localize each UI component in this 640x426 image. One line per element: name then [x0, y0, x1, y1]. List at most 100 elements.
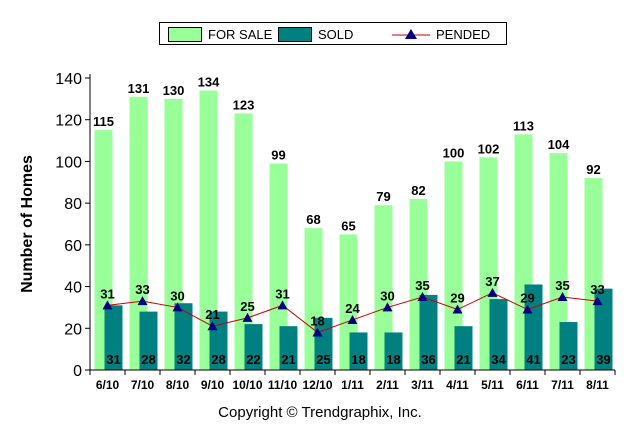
axes: 6/10 7/10 8/10 9/10 10/10 11/10 12/10 1/11 2/11 3…: [55, 71, 616, 392]
pended-value-label: 21: [205, 307, 219, 322]
x-tick-label: 6/10: [96, 378, 120, 392]
pended-value-label: 29: [520, 291, 534, 306]
pended-marker: [417, 292, 428, 301]
for-sale-value-label: 68: [306, 212, 320, 227]
pended-value-label: 31: [100, 286, 114, 301]
pended-marker: [312, 327, 323, 337]
pended-value-label: 33: [135, 282, 149, 297]
pended-value-label: 35: [555, 278, 569, 293]
legend-label-for-sale: FOR SALE: [208, 26, 273, 42]
sold-bar: [104, 305, 123, 370]
x-tick-label: 8/10: [166, 378, 190, 392]
x-tick-label: 3/11: [411, 378, 434, 392]
x-tick-label: 12/10: [302, 378, 332, 392]
for-sale-bar: [199, 90, 218, 370]
sold-value-label: 21: [456, 352, 470, 367]
sold-value-label: 34: [491, 352, 506, 367]
legend: FOR SALE SOLD PENDED: [159, 22, 507, 45]
for-sale-value-label: 79: [376, 189, 390, 204]
sold-value-label: 41: [526, 352, 540, 367]
y-tick-label: 80: [64, 196, 82, 213]
sold-value-label: 36: [421, 352, 435, 367]
sold-value-label: 23: [561, 352, 575, 367]
legend-item-pended: PENDED: [392, 26, 490, 42]
pended-value-label: 33: [590, 282, 604, 297]
pended-marker: [172, 302, 183, 312]
pended-marker: [277, 300, 288, 310]
pended-marker: [592, 296, 603, 306]
x-tick-label: 7/11: [551, 378, 574, 392]
x-tick-label: 10/10: [232, 378, 262, 392]
sold-value-label: 22: [246, 352, 260, 367]
for-sale-bar: [374, 205, 393, 370]
for-sale-value-label: 102: [478, 141, 500, 156]
pended-marker: [487, 287, 498, 297]
sold-bar: [139, 311, 158, 370]
pended-value-label: 18: [310, 313, 324, 328]
sold-bar: [349, 332, 368, 370]
pended-marker: [557, 292, 568, 301]
x-tick-label: 5/11: [481, 378, 504, 392]
pended-marker: [242, 312, 253, 322]
for-sale-bar: [234, 113, 253, 370]
pended-value-label: 25: [240, 299, 254, 314]
pended-value-label: 30: [170, 288, 184, 303]
y-tick-label: 20: [64, 321, 82, 338]
sold-value-label: 28: [211, 352, 225, 367]
x-tick-label: 11/10: [268, 378, 298, 392]
for-sale-bar: [444, 161, 463, 370]
x-tick-label: 6/11: [516, 378, 539, 392]
x-tick-label: 1/11: [341, 378, 364, 392]
sold-bar: [244, 324, 263, 370]
legend-label-sold: SOLD: [318, 26, 354, 42]
for-sale-value-label: 134: [198, 75, 220, 90]
pended-marker: [522, 304, 533, 314]
for-sale-value-label: 82: [411, 183, 425, 198]
sold-bar: [384, 332, 403, 370]
pended-line-icon: [392, 27, 430, 42]
pended-series: [102, 287, 603, 337]
x-tick-label: 9/10: [201, 378, 225, 392]
for-sale-value-label: 115: [93, 114, 114, 129]
pended-value-label: 30: [380, 288, 394, 303]
sold-swatch: [278, 26, 312, 42]
pended-value-label: 31: [275, 286, 289, 301]
sold-value-label: 32: [176, 352, 190, 367]
pended-value-label: 35: [415, 278, 429, 293]
y-tick-label: 140: [55, 71, 82, 88]
legend-item-sold: SOLD: [278, 26, 353, 42]
for-sale-bar: [549, 153, 568, 370]
y-tick-label: 40: [64, 280, 82, 297]
sold-bar: [419, 294, 438, 370]
for-sale-value-label: 113: [513, 118, 534, 133]
for-sale-value-label: 130: [163, 83, 185, 98]
sold-bar: [559, 322, 578, 370]
copyright-text: Copyright © Trendgraphix, Inc.: [218, 404, 422, 421]
sold-bar: [454, 326, 473, 370]
pended-marker: [137, 296, 148, 306]
pended-marker: [452, 304, 463, 314]
pended-marker: [382, 302, 393, 312]
for-sale-value-label: 65: [341, 218, 355, 233]
for-sale-value-label: 99: [271, 148, 285, 163]
sold-bar: [279, 326, 298, 370]
sold-value-label: 21: [281, 352, 295, 367]
pended-marker: [347, 314, 358, 324]
pended-marker: [102, 300, 113, 310]
for-sale-value-label: 131: [128, 81, 150, 96]
for-sale-swatch: [168, 26, 202, 42]
sold-value-label: 18: [386, 352, 400, 367]
x-tick-label: 7/10: [131, 378, 155, 392]
sold-bar: [594, 288, 613, 370]
pended-marker: [207, 321, 218, 331]
y-tick-label: 0: [73, 363, 82, 380]
data-labels: 115 31 31 131 33 28 130 30 32 134 21 28 123 25 22 99 31 2…: [93, 75, 611, 367]
x-tick-label: 2/11: [376, 378, 399, 392]
y-tick-label: 120: [55, 113, 82, 130]
sold-value-label: 18: [351, 352, 365, 367]
y-tick-label: 60: [64, 238, 82, 255]
for-sale-bars: [94, 90, 603, 371]
for-sale-value-label: 104: [548, 137, 570, 152]
sold-bar: [174, 303, 193, 370]
for-sale-value-label: 123: [233, 97, 255, 112]
